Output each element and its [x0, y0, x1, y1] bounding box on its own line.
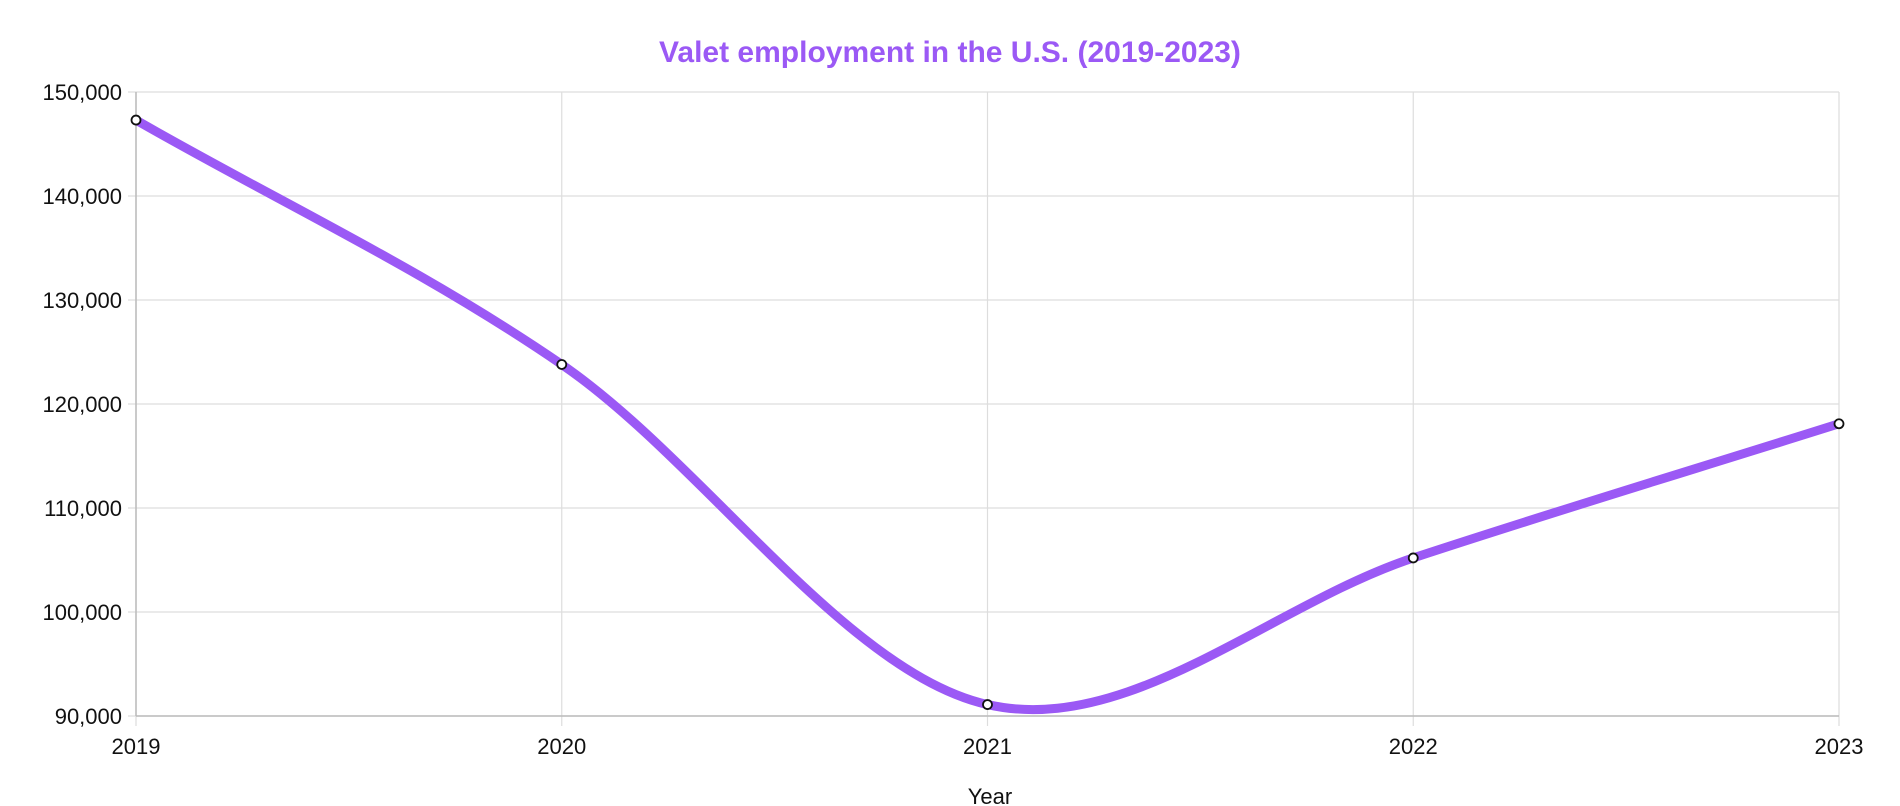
y-tick-label: 150,000 — [42, 80, 122, 105]
x-axis-tick-labels: 2019 2020 2021 2022 2023 — [112, 734, 1864, 759]
x-tick-label: 2023 — [1815, 734, 1864, 759]
y-tick-label: 110,000 — [44, 496, 122, 521]
y-tick-label: 120,000 — [42, 392, 122, 417]
data-point-2019[interactable] — [130, 114, 142, 126]
x-axis-label: Year — [968, 784, 1012, 806]
data-points — [130, 114, 1845, 710]
x-tick-label: 2020 — [537, 734, 586, 759]
data-point-2023[interactable] — [1833, 418, 1845, 430]
axes — [135, 92, 1839, 717]
data-point-2020[interactable] — [556, 359, 568, 370]
y-tick-label: 100,000 — [42, 600, 122, 625]
grid-lines — [128, 91, 1840, 726]
y-tick-label: 140,000 — [42, 184, 122, 209]
y-tick-label: 130,000 — [42, 288, 122, 313]
x-tick-label: 2022 — [1389, 734, 1438, 759]
y-axis-tick-labels: 90,000 100,000 110,000 120,000 130,000 140,00… — [42, 80, 122, 729]
data-point-2021[interactable] — [982, 699, 993, 710]
y-tick-label: 90,000 — [55, 704, 122, 729]
chart-title: Valet employment in the U.S. (2019-2023) — [659, 36, 1241, 69]
data-point-2022[interactable] — [1407, 552, 1419, 564]
x-tick-label: 2019 — [112, 734, 161, 759]
x-tick-label: 2021 — [963, 734, 1012, 759]
